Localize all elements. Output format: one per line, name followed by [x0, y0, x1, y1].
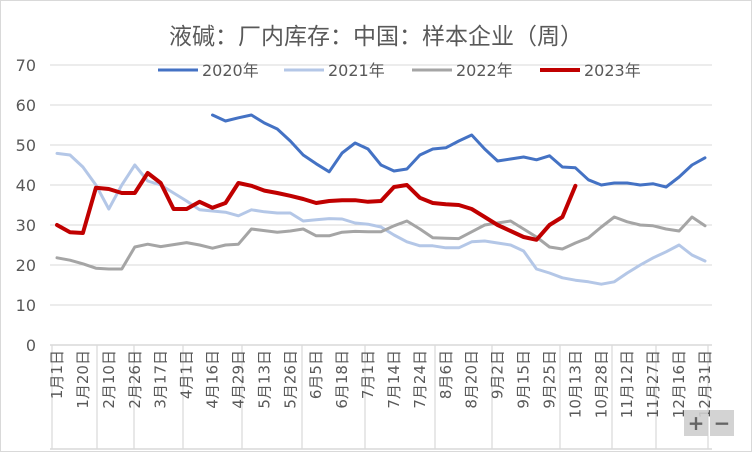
y-tick-label: 50 [16, 136, 36, 155]
legend-label: 2023年 [584, 61, 641, 80]
zoom-controls: + − [684, 410, 734, 436]
x-tick-label: 1月1日 [48, 350, 66, 399]
x-tick-label: 7月24日 [411, 350, 429, 409]
x-tick-label: 9月25日 [540, 350, 558, 409]
y-tick-label: 10 [16, 296, 36, 315]
legend-item: 2023年 [540, 61, 641, 80]
x-tick-label: 10月28日 [592, 350, 610, 418]
chart-title: 液碱：厂内库存：中国：样本企业（周） [169, 24, 583, 50]
x-tick-label: 2月26日 [126, 350, 144, 409]
series-line-2023年 [55, 171, 578, 242]
x-tick-label: 6月18日 [333, 350, 351, 409]
y-tick-label: 20 [16, 256, 36, 275]
x-tick-label: 3月17日 [152, 350, 170, 409]
x-tick-label: 7月1日 [359, 350, 377, 399]
legend-item: 2022年 [412, 61, 513, 80]
x-tick-label: 9月2日 [489, 350, 507, 399]
x-tick-label: 1月20日 [74, 350, 92, 409]
y-tick-label: 30 [16, 216, 36, 235]
x-tick-label: 8月6日 [437, 350, 455, 399]
legend-label: 2021年 [328, 61, 385, 80]
x-tick-label: 10月13日 [566, 350, 584, 418]
series-line-2020年 [211, 113, 707, 189]
y-tick-label: 60 [16, 96, 36, 115]
x-tick-label: 5月13日 [255, 350, 273, 409]
zoom-out-button[interactable]: − [710, 410, 734, 436]
y-tick-label: 0 [26, 336, 36, 355]
x-tick-label: 8月20日 [463, 350, 481, 409]
legend-label: 2020年 [202, 61, 259, 80]
x-tick-label: 4月16日 [204, 350, 222, 409]
x-tick-label: 12月31日 [696, 350, 714, 418]
x-tick-label: 9月15日 [515, 350, 533, 409]
x-tick-label: 5月26日 [281, 350, 299, 409]
x-tick-label: 12月16日 [670, 350, 688, 418]
x-tick-label: 6月5日 [307, 350, 325, 399]
x-tick-label: 7月14日 [385, 350, 403, 409]
x-tick-label: 4月29日 [229, 350, 247, 409]
y-tick-label: 70 [16, 56, 36, 75]
legend-label: 2022年 [456, 61, 513, 80]
zoom-in-button[interactable]: + [684, 410, 708, 436]
y-tick-label: 40 [16, 176, 36, 195]
x-tick-label: 11月27日 [644, 350, 662, 418]
x-tick-label: 2月10日 [100, 350, 118, 409]
legend-item: 2021年 [284, 61, 385, 80]
x-tick-label: 4月1日 [178, 350, 196, 399]
x-tick-label: 11月12日 [618, 350, 636, 418]
legend-item: 2020年 [158, 61, 259, 80]
